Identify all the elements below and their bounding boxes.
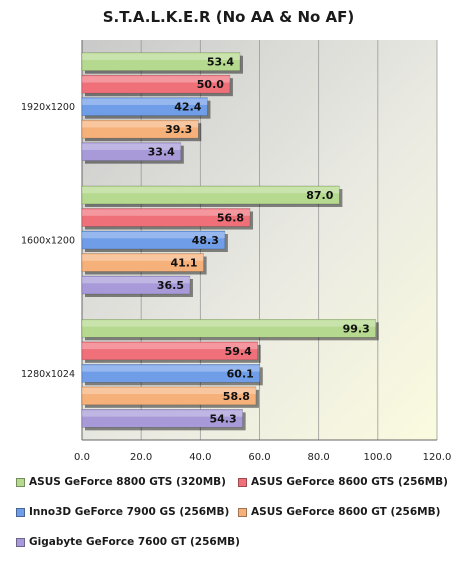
data-label: 53.4	[207, 56, 234, 69]
data-label: 48.3	[192, 234, 219, 247]
x-tick-label: 0.0	[74, 452, 90, 463]
bar-highlight	[82, 365, 260, 372]
bar	[81, 253, 204, 272]
bar	[81, 409, 243, 428]
bar-highlight	[82, 209, 251, 216]
legend-item-asus-8600-gts: ASUS GeForce 8600 GTS (256MB)	[238, 476, 448, 488]
x-tick-label: 80.0	[308, 452, 330, 463]
data-label: 36.5	[157, 279, 184, 292]
data-label: 99.3	[343, 322, 370, 335]
legend-label-asus-8600-gt: ASUS GeForce 8600 GT (256MB)	[251, 506, 441, 518]
bar	[81, 97, 208, 116]
data-label: 87.0	[306, 189, 333, 202]
data-label: 50.0	[197, 78, 224, 91]
x-tick-label: 100.0	[364, 452, 393, 463]
bar-highlight	[82, 232, 225, 239]
data-label: 33.4	[148, 146, 175, 159]
data-label: 39.3	[165, 123, 192, 136]
bar	[81, 142, 182, 161]
x-tick-label: 20.0	[130, 452, 152, 463]
legend-item-gigabyte-7600-gt: Gigabyte GeForce 7600 GT (256MB)	[16, 536, 240, 548]
category-label: 1280x1024	[21, 369, 75, 380]
bar-highlight	[82, 387, 256, 395]
legend-swatch-asus-8600-gt	[238, 507, 247, 517]
bar	[81, 185, 340, 205]
bar	[81, 275, 191, 295]
legend-label-asus-8600-gts: ASUS GeForce 8600 GTS (256MB)	[251, 476, 448, 488]
bar	[81, 52, 241, 71]
chart-plot: 0.0 20.0 40.0 60.0 80.0 100.0 120.0 1920x1200 53…	[21, 40, 452, 463]
data-label: 59.4	[225, 345, 252, 358]
data-label: 60.1	[227, 367, 254, 380]
category-label: 1920x1200	[21, 102, 75, 113]
data-label: 41.1	[170, 257, 197, 270]
bar	[81, 341, 259, 361]
legend-label-asus-8800-gts: ASUS GeForce 8800 GTS (320MB)	[29, 476, 226, 488]
bar	[81, 386, 257, 406]
legend-label-inno3d-7900-gs: Inno3D GeForce 7900 GS (256MB)	[29, 506, 230, 518]
x-tick-label: 120.0	[423, 452, 452, 463]
category-label: 1600x1200	[21, 236, 75, 247]
bar-highlight	[82, 254, 204, 261]
legend-item-asus-8800-gts: ASUS GeForce 8800 GTS (320MB)	[16, 476, 226, 488]
bar-highlight	[82, 277, 190, 284]
bar-highlight	[82, 143, 181, 150]
legend-item-inno3d-7900-gs: Inno3D GeForce 7900 GS (256MB)	[16, 506, 229, 518]
bar-highlight	[82, 187, 340, 194]
bar-highlight	[82, 76, 230, 83]
bar-highlight	[82, 98, 208, 105]
data-label: 58.8	[223, 390, 250, 403]
bar	[81, 319, 377, 338]
data-label: 56.8	[217, 212, 244, 225]
bar-highlight	[82, 53, 240, 60]
legend-swatch-gigabyte-7600-gt	[16, 537, 25, 547]
bar	[81, 364, 261, 383]
legend-item-asus-8600-gt: ASUS GeForce 8600 GT (256MB)	[238, 506, 440, 518]
bar	[81, 119, 199, 139]
bar-highlight	[82, 121, 199, 128]
bar-highlight	[82, 410, 243, 417]
legend-label-gigabyte-7600-gt: Gigabyte GeForce 7600 GT (256MB)	[29, 536, 240, 548]
legend-swatch-inno3d-7900-gs	[16, 507, 25, 517]
data-label: 54.3	[209, 412, 236, 425]
chart-title: S.T.A.L.K.E.R (No AA & No AF)	[102, 8, 355, 26]
bar	[81, 230, 226, 250]
bar-highlight	[82, 320, 376, 327]
bar	[81, 208, 251, 227]
bar	[81, 74, 231, 94]
legend-swatch-asus-8600-gts	[238, 477, 247, 487]
data-label: 42.4	[174, 101, 201, 114]
legend-swatch-asus-8800-gts	[16, 477, 25, 487]
x-tick-label: 40.0	[189, 452, 211, 463]
bar-highlight	[82, 342, 258, 350]
x-tick-label: 60.0	[248, 452, 270, 463]
